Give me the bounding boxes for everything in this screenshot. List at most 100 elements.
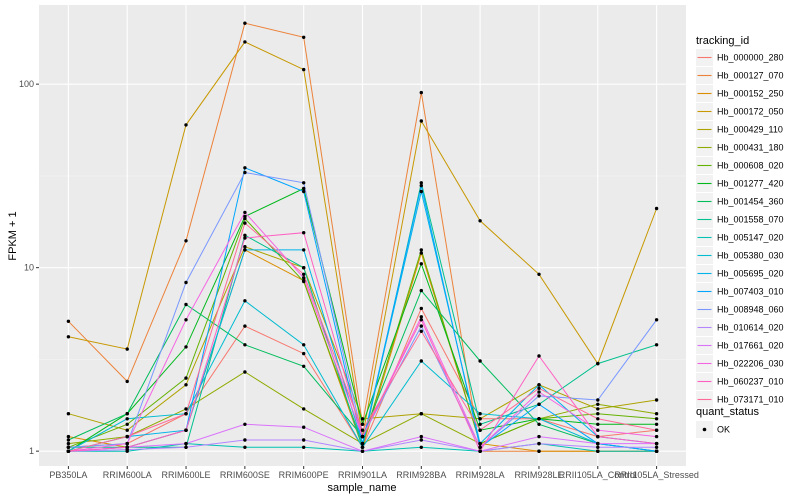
- data-point: [66, 445, 71, 449]
- data-point: [419, 315, 423, 319]
- x-tick-label: RRIM600PE: [279, 470, 329, 480]
- data-point: [125, 445, 129, 449]
- data-point: [125, 412, 129, 416]
- data-point: [243, 438, 247, 442]
- point-legend-title: quant_status: [696, 406, 759, 418]
- data-point: [302, 364, 306, 368]
- data-point: [184, 376, 188, 380]
- data-point: [419, 306, 423, 311]
- data-point: [537, 449, 541, 453]
- data-point: [302, 272, 306, 276]
- data-point: [654, 434, 659, 439]
- legend-label: Hb_010614_020: [717, 323, 784, 333]
- data-point: [66, 434, 71, 439]
- data-point: [360, 449, 365, 453]
- legend-label: Hb_000000_280: [717, 53, 784, 63]
- data-point: [654, 428, 659, 432]
- data-point: [360, 417, 365, 421]
- data-point: [419, 329, 423, 333]
- data-point: [243, 343, 247, 347]
- data-point: [360, 428, 365, 432]
- legend-title: tracking_id: [696, 35, 749, 47]
- y-axis-title: FPKM + 1: [7, 211, 19, 260]
- legend-label: Hb_000431_180: [717, 143, 784, 153]
- data-point: [654, 412, 659, 416]
- data-point: [596, 441, 600, 446]
- legend-label: Hb_001558_070: [717, 215, 784, 225]
- x-tick-label: RRIM600LE: [162, 470, 211, 480]
- data-point: [654, 441, 659, 446]
- legend-label: Hb_073171_010: [717, 395, 784, 405]
- data-point: [243, 221, 247, 225]
- data-point: [360, 445, 365, 449]
- data-point: [537, 386, 541, 390]
- data-point: [419, 438, 423, 442]
- legend-items: Hb_000000_280 Hb_000127_070 Hb_000152_250 H…: [696, 49, 784, 408]
- data-point: [654, 318, 659, 322]
- data-point: [66, 449, 71, 453]
- data-point: [478, 219, 482, 223]
- y-tick-label: 100: [19, 79, 34, 89]
- point-legend-symbol: [702, 427, 707, 432]
- data-point: [243, 245, 247, 249]
- legend-label: Hb_000429_110: [717, 125, 783, 135]
- data-point: [184, 428, 188, 432]
- data-point: [596, 417, 600, 421]
- data-point: [419, 189, 423, 194]
- data-point: [302, 67, 306, 72]
- data-point: [243, 370, 247, 374]
- data-point: [596, 445, 600, 449]
- data-point: [596, 422, 600, 426]
- data-point: [125, 379, 129, 384]
- data-point: [419, 183, 423, 188]
- data-point: [537, 434, 541, 439]
- data-point: [419, 90, 423, 95]
- data-point: [478, 412, 482, 416]
- legend-label: Hb_001454_360: [717, 197, 784, 207]
- legend-label: Hb_005380_030: [717, 251, 784, 261]
- data-point: [360, 422, 365, 426]
- data-point: [243, 236, 247, 240]
- x-tick-label: RRII105LA_Stressed: [614, 470, 699, 480]
- data-point: [654, 449, 659, 453]
- legend-label: Hb_000172_050: [717, 107, 784, 117]
- data-point: [654, 398, 659, 402]
- data-point: [125, 417, 129, 421]
- data-point: [537, 441, 541, 446]
- data-point: [302, 181, 306, 185]
- data-point: [243, 422, 247, 426]
- x-tick-label: RRII105LA_Control: [559, 470, 637, 480]
- data-point: [184, 345, 188, 349]
- data-point: [302, 186, 306, 191]
- data-point: [125, 422, 129, 426]
- y-tick-label: 10: [24, 263, 34, 273]
- data-point: [478, 428, 482, 432]
- x-tick-label: RRIM928LA: [456, 470, 505, 480]
- data-point: [537, 394, 541, 398]
- data-point: [419, 262, 423, 266]
- data-point: [125, 428, 129, 432]
- data-point: [184, 412, 188, 416]
- x-axis-title: sample_name: [327, 482, 396, 494]
- data-point: [537, 383, 541, 387]
- data-point: [66, 412, 71, 416]
- data-point: [302, 189, 306, 194]
- data-point: [419, 288, 423, 293]
- data-point: [654, 343, 659, 347]
- data-point: [478, 417, 482, 421]
- data-point: [596, 434, 600, 439]
- legend-label: Hb_005147_020: [717, 233, 784, 243]
- x-tick-label: RRIM928BA: [396, 470, 446, 480]
- data-point: [243, 214, 247, 219]
- data-points: [66, 21, 659, 453]
- data-point: [243, 324, 247, 328]
- data-point: [596, 402, 600, 406]
- data-point: [419, 181, 423, 185]
- y-tick-label: 1: [29, 446, 34, 456]
- legend-label: Hb_060237_010: [717, 377, 784, 387]
- data-point: [66, 319, 71, 323]
- data-point: [184, 445, 188, 449]
- data-point: [184, 239, 188, 243]
- data-point: [243, 299, 247, 303]
